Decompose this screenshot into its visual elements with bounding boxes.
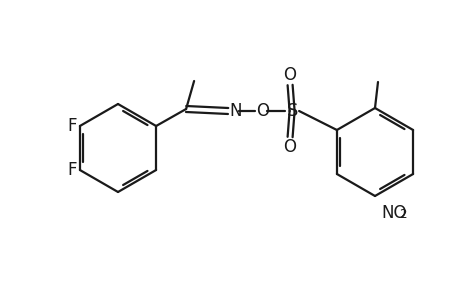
Text: F: F [67,161,77,179]
Text: NO: NO [380,204,406,222]
Text: O: O [256,102,269,120]
Text: O: O [283,66,296,84]
Text: S: S [286,102,297,120]
Text: O: O [283,138,296,156]
Text: F: F [67,117,77,135]
Text: 2: 2 [398,208,406,221]
Text: N: N [229,102,241,120]
